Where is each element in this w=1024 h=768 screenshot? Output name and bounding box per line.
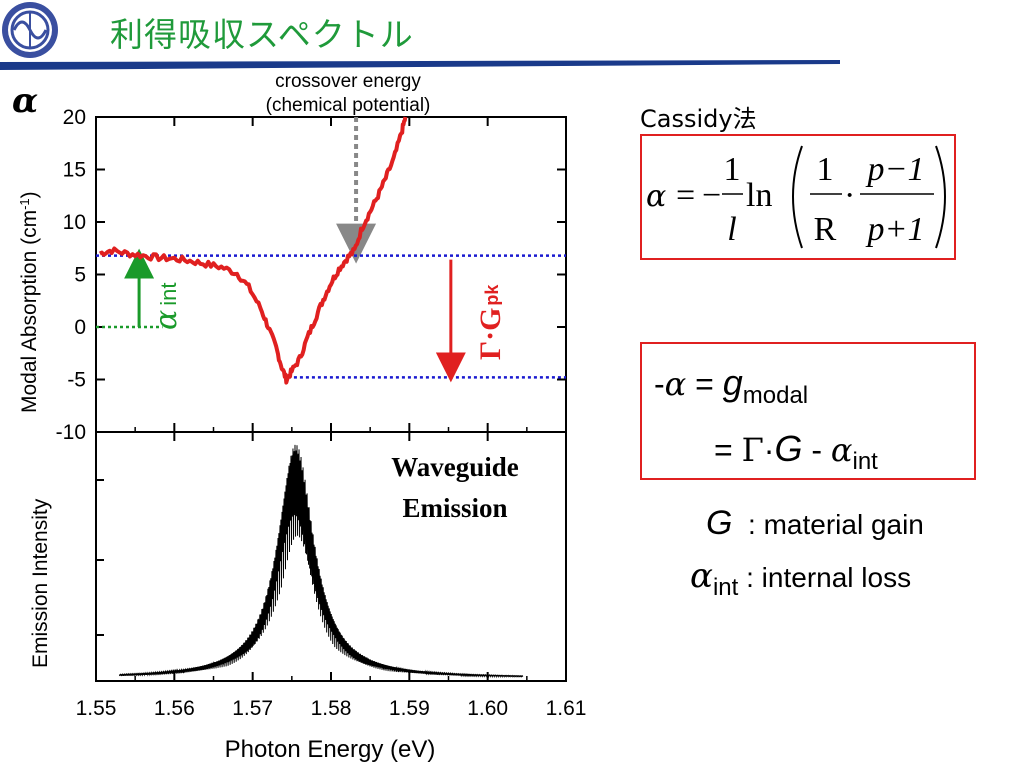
svg-text:−: − [702, 177, 721, 214]
svg-text:ln: ln [746, 177, 772, 214]
x-tick-label: 1.61 [546, 697, 587, 720]
x-tick-label: 1.60 [467, 697, 508, 720]
crossover-label-line2: (chemical potential) [266, 95, 431, 116]
relation-line-1: -α = gmodal [654, 362, 809, 409]
y-tick-label: -10 [56, 421, 86, 444]
svg-text:1: 1 [817, 151, 834, 188]
svg-text:1: 1 [724, 151, 741, 188]
svg-text:p+1: p+1 [866, 211, 925, 248]
emission-label-line1: Waveguide [391, 452, 519, 482]
crossover-label-line1: crossover energy [275, 71, 421, 92]
method-label: Cassidy法 [640, 105, 757, 133]
absorption-plot-frame [95, 116, 567, 433]
legend-internal-loss: αint : internal loss [690, 556, 912, 601]
x-tick-label: 1.59 [389, 697, 430, 720]
x-tick-label: 1.56 [154, 697, 195, 720]
y-tick-label: 20 [63, 106, 86, 129]
y-axis-label-emission: Emission Intensity [29, 498, 52, 668]
absorption-emission-chart: 20 15 10 5 0 -5 -10 1.55 1.56 1.57 1.58 1.59 1.60 1.… [12, 71, 587, 763]
title-underline [0, 60, 840, 70]
y-tick-label: 10 [63, 211, 86, 234]
relation-line-2: = Γ·G - αint [714, 428, 878, 475]
cassidy-formula: α = − 1 l ln 1 R · p−1 p+1 [646, 145, 946, 249]
slide-title: 利得吸収スペクトル [110, 15, 414, 54]
svg-text:R: R [814, 211, 837, 248]
x-tick-label: 1.57 [232, 697, 273, 720]
y-tick-label: 15 [63, 159, 86, 182]
svg-text:p−1: p−1 [866, 151, 925, 188]
emission-curve [119, 444, 524, 679]
svg-text:=: = [676, 177, 695, 214]
gamma-g-label: Γ·Gpk [474, 284, 507, 360]
y-tick-label: 5 [74, 264, 86, 287]
alpha-int-label: αint [149, 282, 184, 330]
cassidy-formula-box: α = − 1 l ln 1 R · p−1 p+1 [640, 134, 956, 260]
university-emblem-icon [2, 2, 58, 58]
absorption-curve [99, 116, 408, 385]
x-tick-label: 1.55 [76, 697, 117, 720]
y-axis-label-absorption: Modal Absorption (cm-1) [17, 191, 42, 413]
emission-label-line2: Emission [402, 493, 507, 523]
y-tick-label: -5 [67, 369, 86, 392]
svg-text:·: · [844, 177, 855, 214]
alpha-axis-symbol: α [12, 81, 38, 121]
svg-text:l: l [727, 211, 736, 248]
svg-text:α: α [646, 179, 666, 214]
x-tick-label: 1.58 [311, 697, 352, 720]
x-axis-label: Photon Energy (eV) [225, 736, 436, 763]
y-tick-label: 0 [74, 316, 86, 339]
legend-material-gain: G : material gain [706, 504, 924, 542]
modal-gain-relation-box: -α = gmodal = Γ·G - αint [640, 342, 976, 480]
